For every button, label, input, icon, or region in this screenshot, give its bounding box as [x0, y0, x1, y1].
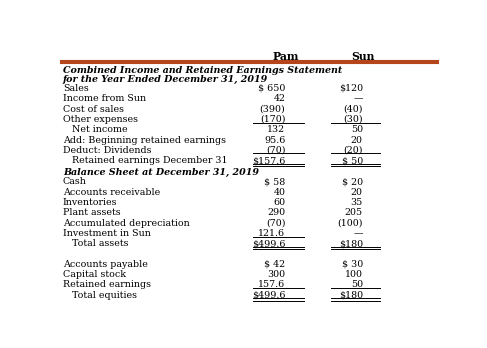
- Text: (170): (170): [260, 115, 285, 124]
- Text: 50: 50: [351, 125, 363, 134]
- Text: (70): (70): [266, 219, 285, 228]
- Text: 132: 132: [267, 125, 285, 134]
- Text: $157.6: $157.6: [252, 156, 285, 165]
- Text: Capital stock: Capital stock: [63, 270, 126, 279]
- Text: Accounts payable: Accounts payable: [63, 260, 148, 269]
- Text: Pam: Pam: [272, 51, 299, 62]
- Text: $ 20: $ 20: [342, 177, 363, 186]
- Text: $180: $180: [338, 239, 363, 248]
- Text: (70): (70): [266, 146, 285, 155]
- Text: for the Year Ended December 31, 2019: for the Year Ended December 31, 2019: [63, 74, 268, 84]
- Text: 40: 40: [273, 188, 285, 197]
- Text: 20: 20: [351, 135, 363, 144]
- Text: Sales: Sales: [63, 84, 89, 93]
- Text: (20): (20): [343, 146, 363, 155]
- Text: 157.6: 157.6: [258, 280, 285, 290]
- Text: 290: 290: [267, 208, 285, 217]
- Text: $499.6: $499.6: [252, 291, 285, 300]
- Text: 121.6: 121.6: [258, 229, 285, 238]
- Text: $499.6: $499.6: [252, 239, 285, 248]
- Text: Plant assets: Plant assets: [63, 208, 120, 217]
- Text: Accumulated depreciation: Accumulated depreciation: [63, 219, 189, 228]
- Text: 100: 100: [345, 270, 363, 279]
- Text: 300: 300: [267, 270, 285, 279]
- Text: Net income: Net income: [63, 125, 128, 134]
- Text: Balance Sheet at December 31, 2019: Balance Sheet at December 31, 2019: [63, 168, 259, 177]
- Text: Income from Sun: Income from Sun: [63, 94, 146, 103]
- Text: Other expenses: Other expenses: [63, 115, 138, 124]
- Text: $ 50: $ 50: [341, 156, 363, 165]
- Text: (30): (30): [343, 115, 363, 124]
- Text: $180: $180: [338, 291, 363, 300]
- Text: $ 58: $ 58: [264, 177, 285, 186]
- Text: Inventories: Inventories: [63, 198, 117, 207]
- Text: Deduct: Dividends: Deduct: Dividends: [63, 146, 151, 155]
- Text: Accounts receivable: Accounts receivable: [63, 188, 160, 197]
- Text: $ 650: $ 650: [258, 84, 285, 93]
- Text: Cash: Cash: [63, 177, 87, 186]
- Text: 20: 20: [351, 188, 363, 197]
- Text: —: —: [353, 229, 363, 238]
- Text: Sun: Sun: [351, 51, 375, 62]
- Text: Retained earnings December 31: Retained earnings December 31: [63, 156, 227, 165]
- Text: (100): (100): [337, 219, 363, 228]
- Text: 42: 42: [273, 94, 285, 103]
- Text: Retained earnings: Retained earnings: [63, 280, 151, 290]
- Text: 35: 35: [351, 198, 363, 207]
- Text: 60: 60: [273, 198, 285, 207]
- Text: Combined Income and Retained Earnings Statement: Combined Income and Retained Earnings St…: [63, 66, 342, 75]
- Text: Cost of sales: Cost of sales: [63, 104, 124, 113]
- Text: Total equities: Total equities: [63, 291, 137, 300]
- Text: Total assets: Total assets: [63, 239, 128, 248]
- Text: Add: Beginning retained earnings: Add: Beginning retained earnings: [63, 135, 226, 144]
- Text: Investment in Sun: Investment in Sun: [63, 229, 150, 238]
- Text: 50: 50: [351, 280, 363, 290]
- Text: $ 42: $ 42: [264, 260, 285, 269]
- Text: $120: $120: [338, 84, 363, 93]
- Text: (390): (390): [260, 104, 285, 113]
- Text: (40): (40): [343, 104, 363, 113]
- Text: 205: 205: [345, 208, 363, 217]
- Text: $ 30: $ 30: [341, 260, 363, 269]
- Text: 95.6: 95.6: [264, 135, 285, 144]
- Text: —: —: [353, 94, 363, 103]
